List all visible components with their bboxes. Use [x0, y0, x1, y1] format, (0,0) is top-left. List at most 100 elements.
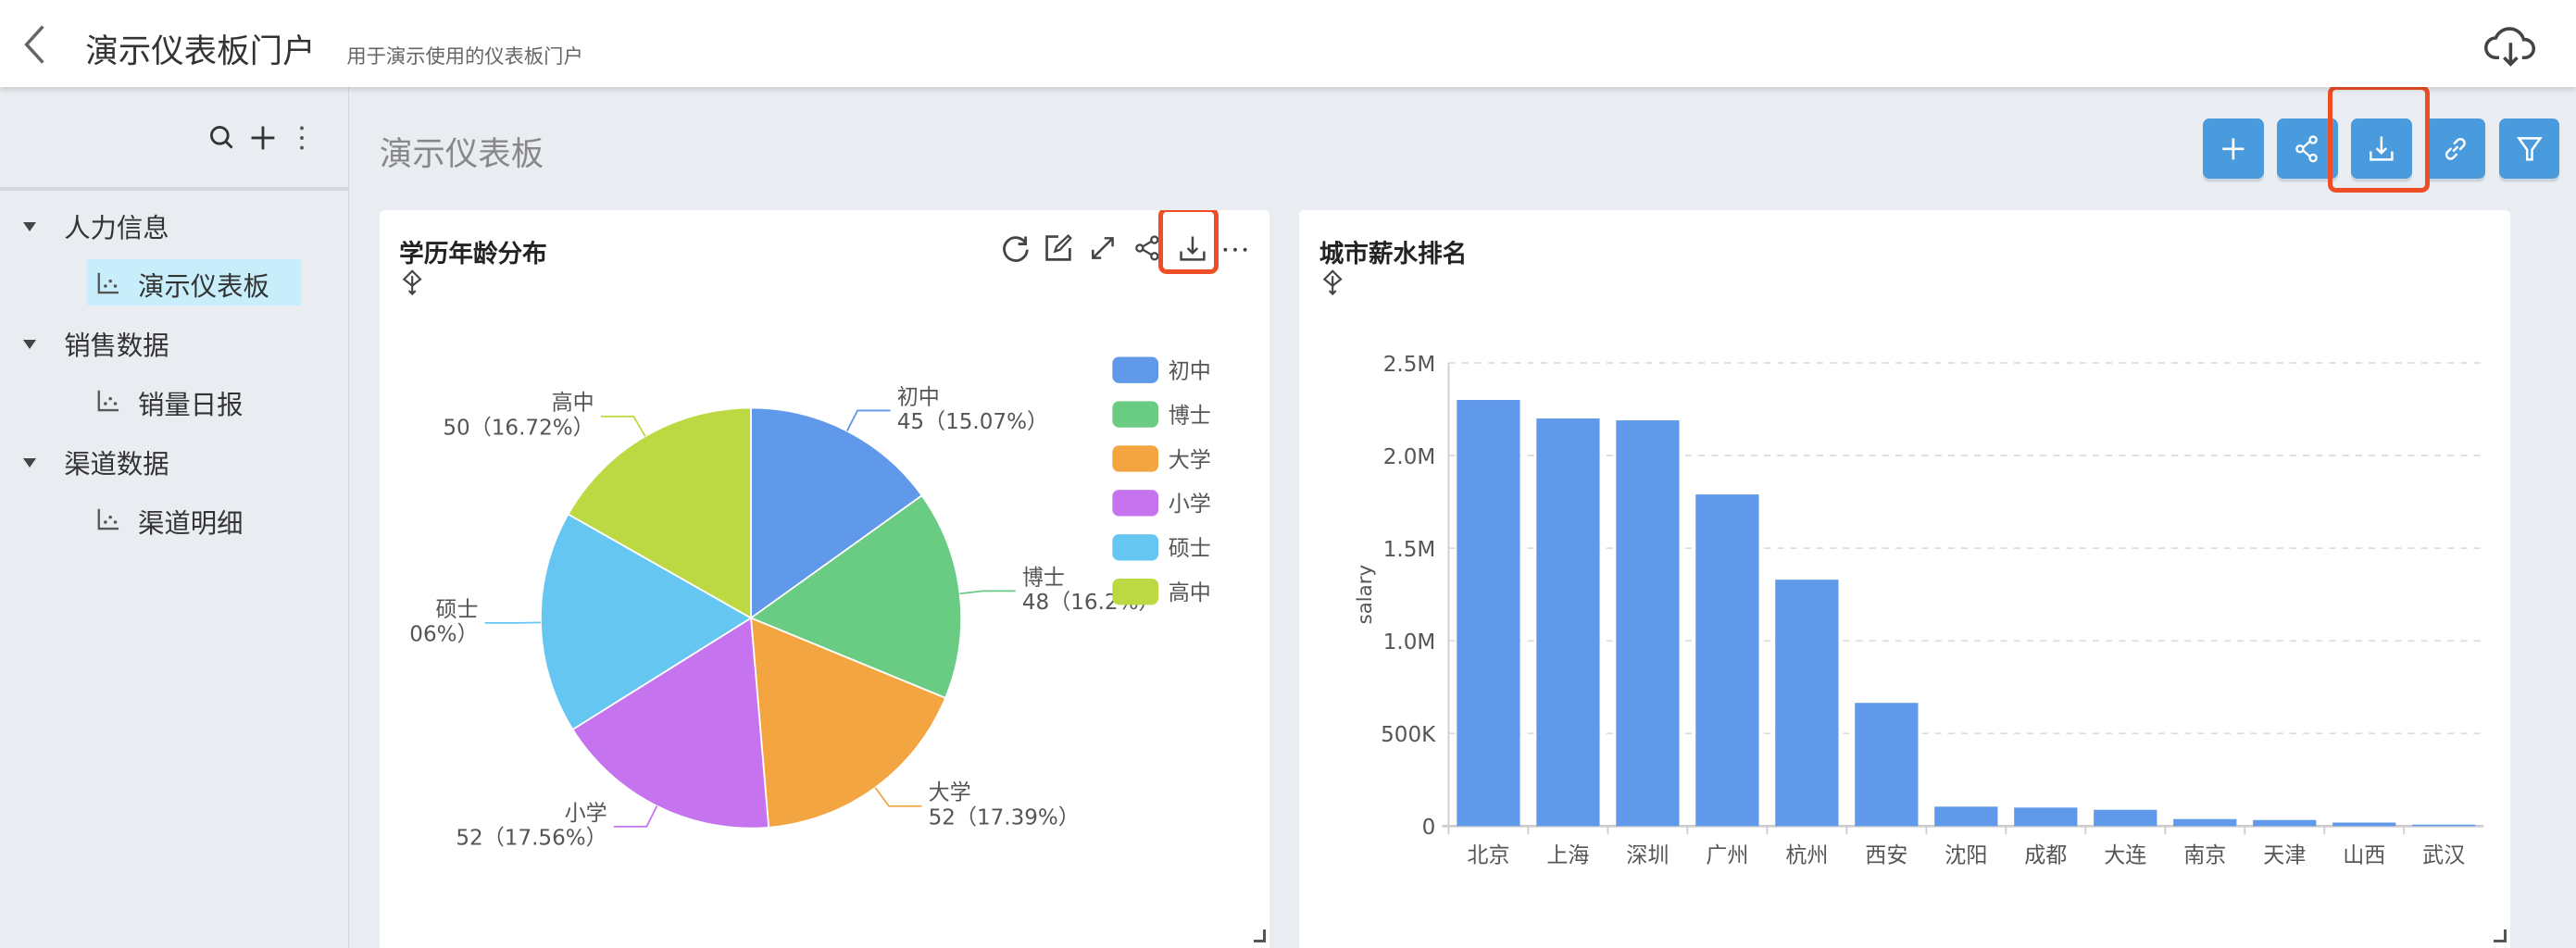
slice-value: 45 — [896, 410, 923, 434]
caret-down-icon — [22, 221, 36, 231]
label-line — [845, 409, 891, 431]
legend-swatch — [1112, 533, 1158, 561]
bar — [2412, 824, 2476, 827]
search-icon[interactable] — [207, 123, 237, 153]
bar — [2253, 819, 2317, 827]
legend-swatch — [1112, 489, 1158, 517]
slice-percent: 16.72% — [492, 416, 573, 440]
slice-label-name: 博士 — [1022, 566, 1065, 590]
caret-down-icon — [22, 340, 36, 349]
refresh-icon[interactable] — [1001, 233, 1031, 263]
slice-value: 50 — [443, 416, 469, 440]
tree-group-hr[interactable]: 人力信息 — [0, 207, 348, 247]
x-tick-label: 天津 — [2264, 843, 2307, 867]
x-tick-label: 北京 — [1468, 843, 1510, 867]
caret-down-icon — [22, 457, 36, 468]
item-label: 演示仪表板 — [138, 271, 269, 303]
more-vertical-icon[interactable] — [287, 123, 317, 153]
expand-icon[interactable] — [1088, 233, 1118, 263]
slice-label-name: 初中 — [896, 385, 939, 409]
tree-group-sales[interactable]: 销售数据 — [0, 325, 348, 365]
share-icon[interactable] — [1132, 233, 1161, 263]
bar — [1855, 703, 1919, 827]
group-label: 销售数据 — [64, 331, 169, 362]
x-tick-label: 沈阳 — [1945, 843, 1988, 867]
bar — [1934, 806, 1998, 827]
slice-label-name: 大学 — [928, 780, 970, 805]
slice-percent: 17.39% — [977, 805, 1058, 830]
legend-label: 小学 — [1168, 493, 1210, 517]
bar — [1775, 580, 1839, 827]
chevron-left-icon[interactable] — [17, 23, 56, 66]
legend-swatch — [1112, 578, 1158, 605]
label-line — [600, 415, 646, 437]
widget-title: 城市薪水排名 — [1319, 239, 1468, 268]
x-tick-label: 大连 — [2105, 843, 2147, 867]
download-button[interactable] — [2350, 118, 2412, 180]
bar-chart: 0 500K 1.0M 1.5M 2.0M 2.5M salary 北京 上海 深圳 广州 杭州 西安 沈… — [1354, 353, 2484, 867]
bar — [2332, 822, 2396, 827]
share-icon — [2295, 135, 2318, 163]
slice-percent: 17.06% — [409, 622, 457, 646]
legend-label: 硕士 — [1168, 537, 1210, 561]
label-line — [613, 805, 657, 828]
legend-label: 大学 — [1168, 448, 1210, 472]
pin-icon — [402, 269, 422, 296]
y-tick-label: 500K — [1382, 723, 1437, 747]
link-button[interactable] — [2424, 118, 2486, 180]
download-icon[interactable] — [1178, 233, 1207, 263]
slice-label-name: 硕士 — [435, 597, 478, 621]
legend-swatch — [1112, 400, 1158, 428]
tree-item-daily-sales[interactable]: 销量日报 — [87, 378, 301, 424]
legend-label: 高中 — [1168, 581, 1210, 605]
tree-group-channel[interactable]: 渠道数据 — [0, 443, 348, 483]
y-tick-label: 1.0M — [1383, 630, 1436, 655]
slice-value: 48 — [1022, 590, 1049, 614]
header: 演示仪表板门户 用于演示使用的仪表板门户 — [0, 0, 2576, 88]
bar — [1457, 400, 1520, 827]
chart-icon — [97, 391, 119, 412]
slice-label-name: 小学 — [564, 801, 606, 825]
link-icon — [2445, 137, 2466, 160]
edit-icon[interactable] — [1044, 233, 1073, 263]
label-line — [484, 621, 541, 624]
legend-swatch — [1112, 356, 1158, 383]
y-tick-label: 2.5M — [1383, 353, 1436, 377]
tree-item-channel-detail[interactable]: 渠道明细 — [87, 496, 301, 543]
group-label: 人力信息 — [64, 212, 169, 243]
sidebar: 人力信息 演示仪表板 销售数据 销量日报 渠道数据 渠道明细 — [0, 87, 350, 948]
legend-swatch — [1112, 444, 1158, 472]
filter-icon — [2516, 136, 2543, 161]
label-line — [959, 590, 1016, 594]
y-tick-label: 1.5M — [1383, 538, 1436, 562]
share-button[interactable] — [2277, 118, 2338, 180]
slice-label-value: 52（17.39%） — [928, 805, 1079, 830]
y-tick-label: 0 — [1422, 816, 1436, 840]
slice-value: 52 — [456, 826, 482, 850]
slice-value: 52 — [928, 805, 955, 830]
portal-subtitle: 用于演示使用的仪表板门户 — [346, 45, 583, 69]
plus-icon[interactable] — [248, 123, 278, 153]
chart-icon — [97, 508, 119, 530]
add-widget-button[interactable] — [2203, 118, 2264, 180]
tree-item-demo-dashboard[interactable]: 演示仪表板 — [87, 259, 301, 306]
slice-percent: 17.56% — [505, 826, 586, 850]
sidebar-divider — [0, 187, 349, 191]
cloud-download-icon[interactable] — [2483, 23, 2537, 69]
widget-city-salary-bar: 城市薪水排名 0 500K 1.0M 1.5M 2.0M 2.5M salary 北京 上海 深圳… — [1299, 210, 2510, 948]
resize-handle[interactable] — [1253, 929, 1267, 942]
portal-title: 演示仪表板门户 — [85, 31, 316, 70]
more-horizontal-icon[interactable] — [1220, 233, 1250, 263]
resize-handle[interactable] — [2494, 929, 2507, 942]
bar — [2173, 818, 2237, 827]
download-icon — [2369, 136, 2394, 161]
slice-label-value: 50（16.72%） — [443, 416, 594, 440]
pie-slice — [571, 616, 769, 830]
x-tick-label: 杭州 — [1786, 843, 1829, 867]
x-tick-label: 山西 — [2344, 843, 2386, 867]
x-tick-label: 西安 — [1866, 843, 1908, 867]
pie-slice — [539, 512, 753, 730]
plus-icon — [2222, 138, 2245, 160]
filter-button[interactable] — [2498, 118, 2560, 180]
